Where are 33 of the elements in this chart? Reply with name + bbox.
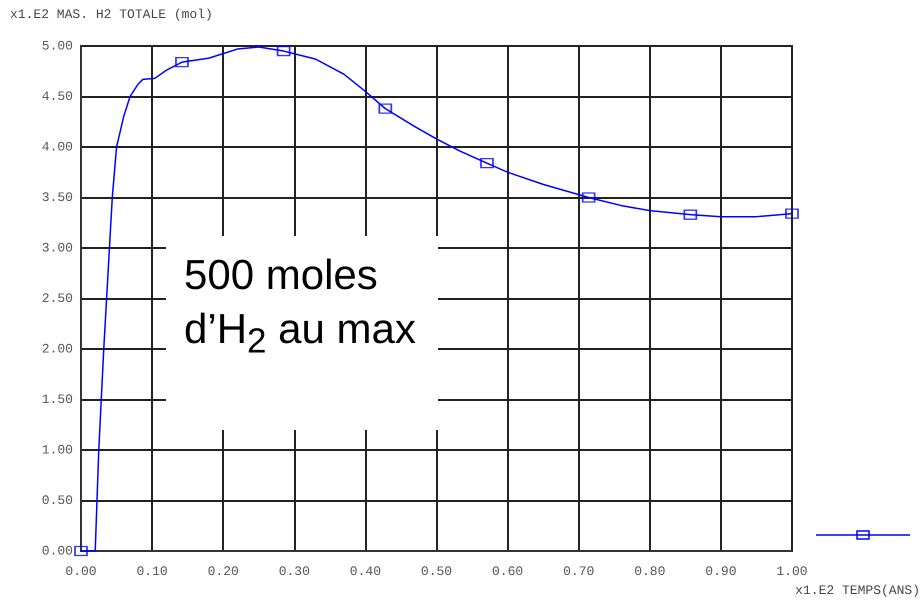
x-tick-label: 0.00 [65, 564, 97, 579]
x-tick-label: 0.40 [350, 564, 382, 579]
annotation: 500 moles d’H$_{2}$ au max [166, 236, 438, 430]
point [276, 46, 290, 56]
y-axis-title: x1.E2 MAS. H2 TOTALE (mol) [10, 7, 213, 22]
x-axis-title: x1.E2 TEMPS(ANS) [795, 583, 920, 598]
y-tick-label: 3.00 [42, 240, 73, 256]
x-tick-label: 0.30 [278, 564, 310, 579]
y-tick-label: 0.00 [42, 544, 73, 558]
x-tick-label: 0.20 [208, 564, 239, 579]
y-tick-label: 2.00 [42, 342, 73, 356]
x-tick-label: 0.90 [705, 564, 737, 579]
y-tick-label: 0.50 [42, 493, 73, 508]
point [378, 103, 392, 114]
y-tick-label: 4.50 [42, 89, 73, 104]
x-tick-label: 0.10 [136, 564, 168, 579]
x-tick-label: 0.80 [634, 564, 666, 579]
y-tick-label: 3.50 [42, 190, 73, 205]
y-tick-label: 1.50 [42, 392, 73, 407]
y-tick-label: 4.00 [42, 140, 73, 154]
x-tick-label: 0.50 [420, 564, 452, 579]
x-tick-label: 0.70 [563, 564, 594, 579]
point [785, 208, 799, 219]
y-tick-label: 2.50 [42, 291, 73, 306]
y-tick-label: 1.00 [42, 442, 73, 458]
point [175, 56, 189, 68]
x-tick-label: 0.60 [492, 564, 524, 579]
point [582, 192, 596, 203]
point [74, 546, 88, 556]
point [480, 158, 494, 168]
y-tick-label: 5.00 [42, 38, 73, 54]
point [684, 209, 698, 220]
x-tick-label: 1.00 [776, 564, 808, 579]
